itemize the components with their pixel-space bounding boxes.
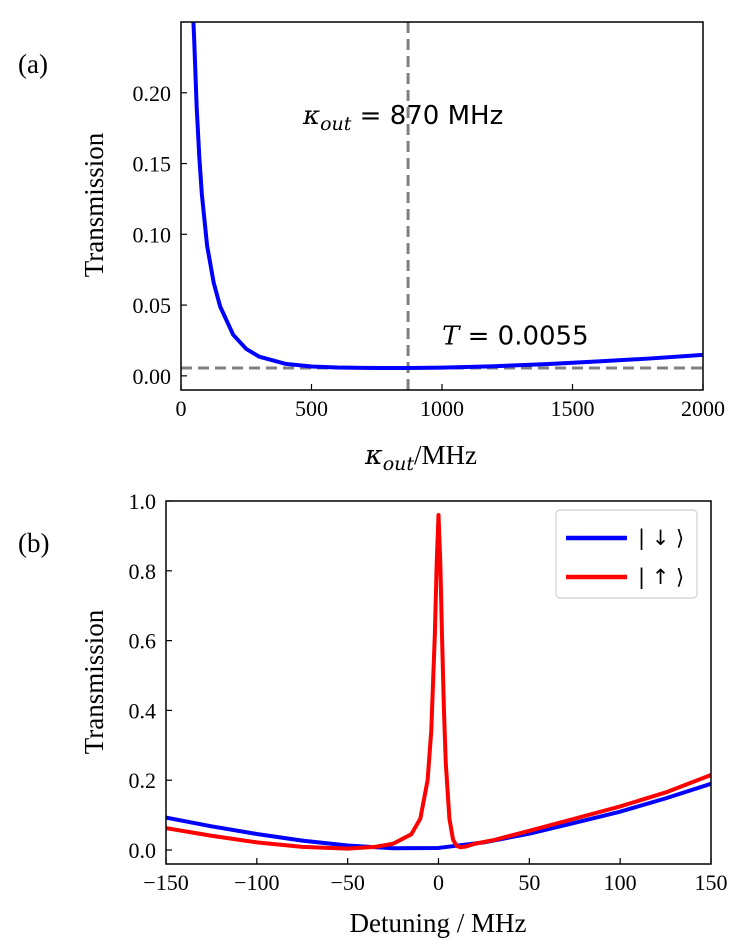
x-tick-label: 1000 bbox=[420, 396, 464, 421]
panel-a-frame bbox=[180, 21, 704, 391]
x-tick-label: 0 bbox=[176, 396, 187, 421]
panel-b: (b) Transmission Detuning / MHz −150 −100… bbox=[18, 489, 728, 938]
x-tick-label: 100 bbox=[604, 870, 637, 895]
panel-b-legend: | ↓ ⟩ | ↑ ⟩ bbox=[555, 509, 698, 599]
x-tick-label: 50 bbox=[518, 870, 540, 895]
panel-a: (a) Transmission κout/MHz 0 500 1000 1500 20… bbox=[18, 21, 726, 475]
panel-a-xlabel-symbol: κ bbox=[364, 440, 383, 471]
panel-b-ylabel: Transmission bbox=[79, 609, 109, 754]
x-tick-label: −150 bbox=[143, 870, 188, 895]
panel-a-label: (a) bbox=[18, 49, 48, 79]
panel-a-xlabel: κout/MHz bbox=[364, 440, 477, 475]
y-tick-label: 0.6 bbox=[129, 629, 157, 654]
x-tick-label: 150 bbox=[695, 870, 728, 895]
y-tick-label: 0.00 bbox=[133, 364, 172, 389]
y-tick-label: 0.8 bbox=[129, 559, 157, 584]
panel-b-xlabel: Detuning / MHz bbox=[350, 908, 527, 938]
panel-a-xlabel-sub: out bbox=[383, 453, 415, 475]
y-tick-label: 0.20 bbox=[133, 81, 172, 106]
x-tick-label: 500 bbox=[295, 396, 328, 421]
y-tick-label: 0.4 bbox=[129, 698, 157, 723]
legend-label-up: | ↑ ⟩ bbox=[638, 565, 684, 590]
panel-b-label: (b) bbox=[18, 528, 49, 558]
x-tick-label: 1500 bbox=[551, 396, 595, 421]
x-tick-label: −100 bbox=[234, 870, 279, 895]
x-tick-label: 2000 bbox=[681, 396, 725, 421]
panel-b-series bbox=[166, 512, 711, 851]
y-tick-label: 0.10 bbox=[133, 222, 172, 247]
panel-a-annotations: κout = 870 MHz T = 0.0055 bbox=[302, 101, 589, 352]
x-tick-label: 0 bbox=[433, 870, 444, 895]
series-line-0 bbox=[191, 22, 703, 371]
panel-a-ticks: 0 500 1000 1500 2000 0.00 0.05 0.10 0.15 0.20 bbox=[133, 81, 726, 421]
series-line-0 bbox=[166, 781, 711, 851]
panel-b-ticks: −150 −100 −50 0 50 100 150 0.0 0.2 0.4 0.6 0.8 1.0 bbox=[129, 489, 728, 895]
panel-a-ylabel: Transmission bbox=[79, 132, 109, 277]
panel-a-xlabel-unit: /MHz bbox=[414, 440, 477, 470]
y-tick-label: 0.2 bbox=[129, 768, 157, 793]
y-tick-label: 0.05 bbox=[133, 293, 172, 318]
panel-b-frame bbox=[165, 500, 712, 865]
series-line-1 bbox=[166, 512, 711, 851]
x-tick-label: −50 bbox=[330, 870, 364, 895]
y-tick-label: 1.0 bbox=[129, 489, 157, 514]
annotation-0: κout = 870 MHz bbox=[302, 101, 503, 135]
y-tick-label: 0.0 bbox=[129, 838, 157, 863]
legend-label-down: | ↓ ⟩ bbox=[638, 526, 684, 551]
annotation-1: T = 0.0055 bbox=[442, 322, 589, 352]
panel-a-series bbox=[191, 22, 703, 371]
y-tick-label: 0.15 bbox=[133, 152, 172, 177]
